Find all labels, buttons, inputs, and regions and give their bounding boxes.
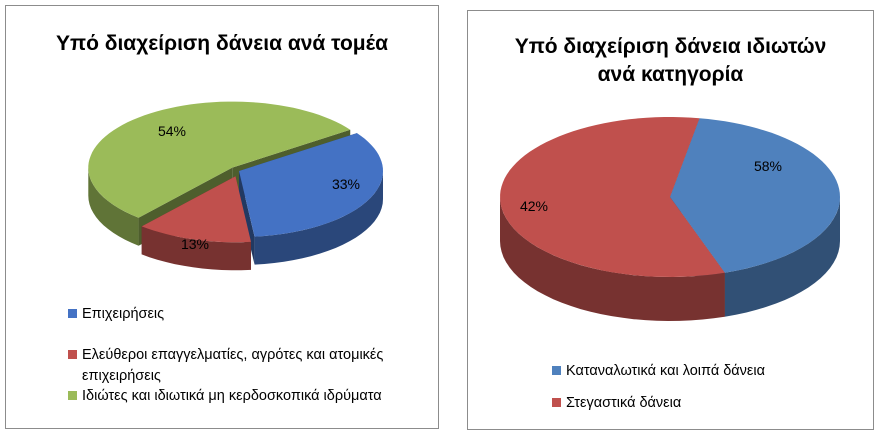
pie-slice: [141, 176, 251, 243]
chart-title: Υπό διαχείριση δάνεια ανά τομέα: [55, 32, 389, 55]
pie-chart-sectors: 33% 13% 54%: [88, 101, 383, 271]
chart-title: Υπό διαχείριση δάνεια ιδιωτών ανά κατηγο…: [514, 35, 827, 86]
data-label: 42%: [520, 198, 548, 214]
pie-slice-side: [724, 197, 840, 317]
chart-panel-individuals: Υπό διαχείριση δάνεια ιδιωτών ανά κατηγο…: [467, 10, 874, 430]
legend-label: Καταναλωτικά και λοιπά δάνεια: [566, 363, 765, 379]
pie-chart-individuals: 42% 58%: [500, 117, 840, 321]
legend-label: Στεγαστικά δάνεια: [566, 395, 682, 411]
pie-slice-side: [88, 167, 139, 246]
data-label: 58%: [754, 158, 782, 174]
legend-swatch: [68, 350, 77, 359]
legend-swatch: [68, 309, 77, 318]
pie-slice: [670, 118, 840, 273]
pie-slice: [88, 101, 351, 218]
pie-slice-side: [141, 226, 251, 271]
legend-label: Ελεύθεροι επαγγελματίες, αγρότες και ατο…: [82, 347, 384, 384]
legend-swatch: [552, 366, 561, 375]
legend-swatch: [552, 398, 561, 407]
data-label: 33%: [332, 176, 360, 192]
pie-slice-side: [500, 197, 725, 321]
pie-slice-side: [254, 171, 383, 265]
legend-swatch: [68, 391, 77, 400]
chart-panel-sectors: Υπό διαχείριση δάνεια ανά τομέα 33% 13% 54…: [5, 5, 439, 429]
pie-slice: [500, 117, 725, 277]
legend-label: Ιδιώτες και ιδιωτικά μη κερδοσκοπικά ιδρ…: [82, 388, 382, 404]
pie-slice: [239, 133, 383, 237]
legend-label: Επιχειρήσεις: [82, 306, 165, 322]
data-label: 54%: [158, 123, 186, 139]
data-label: 13%: [181, 236, 209, 252]
